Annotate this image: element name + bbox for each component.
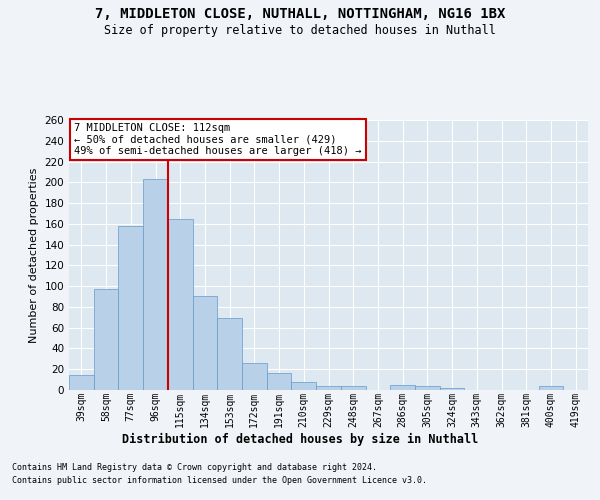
Bar (440, 388, 464, 390)
Text: Distribution of detached houses by size in Nuthall: Distribution of detached houses by size … (122, 432, 478, 446)
Bar (94, 290, 118, 390)
Bar (168, 218, 193, 390)
Text: Size of property relative to detached houses in Nuthall: Size of property relative to detached ho… (104, 24, 496, 37)
Bar (267, 374, 292, 390)
Bar (539, 386, 563, 390)
Text: 7 MIDDLETON CLOSE: 112sqm
← 50% of detached houses are smaller (429)
49% of semi: 7 MIDDLETON CLOSE: 112sqm ← 50% of detac… (74, 122, 362, 156)
Bar (316, 386, 341, 390)
Bar (390, 385, 415, 390)
Bar (69, 376, 94, 390)
Bar (193, 296, 217, 390)
Bar (341, 386, 365, 390)
Text: Contains public sector information licensed under the Open Government Licence v3: Contains public sector information licen… (12, 476, 427, 485)
Bar (415, 386, 440, 390)
Bar (292, 382, 316, 390)
Bar (118, 226, 143, 390)
Bar (242, 363, 267, 390)
Y-axis label: Number of detached properties: Number of detached properties (29, 168, 39, 342)
Text: Contains HM Land Registry data © Crown copyright and database right 2024.: Contains HM Land Registry data © Crown c… (12, 464, 377, 472)
Bar (217, 318, 242, 390)
Bar (143, 179, 168, 390)
Text: 7, MIDDLETON CLOSE, NUTHALL, NOTTINGHAM, NG16 1BX: 7, MIDDLETON CLOSE, NUTHALL, NOTTINGHAM,… (95, 8, 505, 22)
